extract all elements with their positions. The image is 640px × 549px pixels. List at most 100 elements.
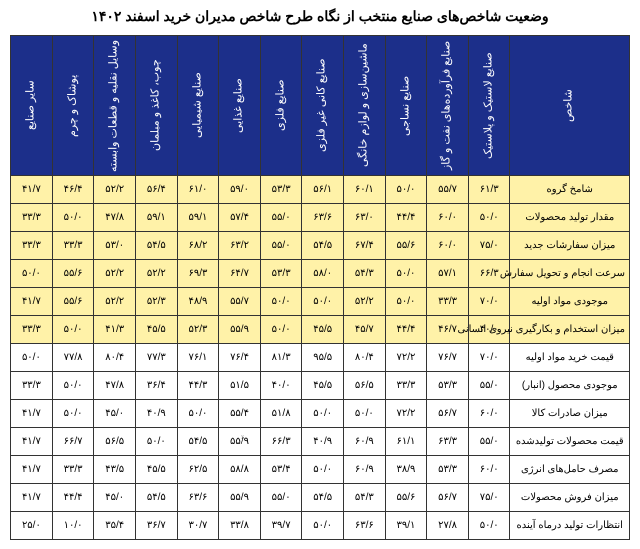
cell-value: ۵۲/۲ [94, 176, 136, 204]
table-body: شامخ گروه۶۱/۳۵۵/۷۵۰/۰۶۰/۱۵۶/۱۵۳/۳۵۹/۰۶۱/… [11, 176, 630, 540]
cell-value: ۶۳/۶ [177, 484, 219, 512]
cell-value: ۵۶/۵ [344, 372, 386, 400]
cell-value: ۵۲/۲ [344, 288, 386, 316]
col-header: صنایع فرآورده‌های نفت و گاز [427, 36, 469, 176]
cell-value: ۵۲/۲ [94, 288, 136, 316]
cell-value: ۴۶/۴ [52, 176, 94, 204]
col-header: صنایع لاستیک و پلاستیک [468, 36, 510, 176]
cell-value: ۶۰/۹ [344, 456, 386, 484]
cell-value: ۷۲/۲ [385, 400, 427, 428]
cell-value: ۵۵/۶ [385, 232, 427, 260]
cell-value: ۴۴/۴ [52, 484, 94, 512]
pmi-table: شاخصصنایع لاستیک و پلاستیکصنایع فرآورده‌… [10, 35, 630, 540]
row-label: مصرف حامل‌های انرژی [510, 456, 630, 484]
cell-value: ۵۹/۱ [136, 204, 178, 232]
row-label: شامخ گروه [510, 176, 630, 204]
cell-value: ۵۳/۳ [260, 176, 302, 204]
row-label: سرعت انجام و تحویل سفارش [510, 260, 630, 288]
col-header-label: سایر صنایع [11, 36, 52, 175]
cell-value: ۵۶/۵ [94, 428, 136, 456]
cell-value: ۴۱/۷ [11, 428, 53, 456]
cell-value: ۳۳/۳ [11, 204, 53, 232]
cell-value: ۴۵/۵ [136, 316, 178, 344]
cell-value: ۶۷/۴ [344, 232, 386, 260]
cell-value: ۶۰/۰ [468, 456, 510, 484]
cell-value: ۳۳/۸ [219, 512, 261, 540]
cell-value: ۵۰/۰ [52, 316, 94, 344]
table-row: میزان صادرات کالا۶۰/۰۵۶/۷۷۲/۲۵۰/۰۵۰/۰۵۱/… [11, 400, 630, 428]
cell-value: ۵۲/۲ [136, 260, 178, 288]
row-label: انتظارات تولید درماه آینده [510, 512, 630, 540]
cell-value: ۴۰/۹ [136, 400, 178, 428]
cell-value: ۴۷/۸ [94, 204, 136, 232]
cell-value: ۸۰/۴ [94, 344, 136, 372]
cell-value: ۵۰/۰ [302, 512, 344, 540]
col-header: صنایع غذایی [219, 36, 261, 176]
col-header: صنایع کانی غیر فلزی [302, 36, 344, 176]
cell-value: ۵۰/۰ [136, 428, 178, 456]
cell-value: ۴۴/۴ [385, 316, 427, 344]
cell-value: ۶۶/۳ [260, 428, 302, 456]
cell-value: ۷۰/۰ [468, 288, 510, 316]
cell-value: ۵۰/۰ [11, 344, 53, 372]
cell-value: ۵۴/۵ [136, 232, 178, 260]
col-header-label: صنایع فرآورده‌های نفت و گاز [427, 36, 468, 175]
cell-value: ۳۵/۴ [94, 512, 136, 540]
cell-value: ۵۴/۵ [136, 484, 178, 512]
cell-value: ۱۰/۰ [52, 512, 94, 540]
cell-value: ۵۵/۰ [260, 204, 302, 232]
cell-value: ۵۳/۳ [427, 456, 469, 484]
cell-value: ۶۹/۳ [177, 260, 219, 288]
col-header: صنایع فلزی [260, 36, 302, 176]
cell-value: ۴۵/۷ [344, 316, 386, 344]
cell-value: ۵۵/۶ [52, 288, 94, 316]
cell-value: ۵۵/۶ [52, 260, 94, 288]
cell-value: ۳۳/۳ [427, 288, 469, 316]
cell-value: ۵۱/۸ [260, 400, 302, 428]
cell-value: ۴۵/۰ [94, 484, 136, 512]
cell-value: ۶۳/۰ [344, 204, 386, 232]
cell-value: ۵۴/۵ [302, 484, 344, 512]
col-header-label: صنایع نساجی [386, 36, 427, 175]
cell-value: ۵۰/۰ [302, 456, 344, 484]
cell-value: ۴۱/۷ [11, 456, 53, 484]
cell-value: ۴۴/۴ [385, 204, 427, 232]
cell-value: ۴۷/۸ [94, 372, 136, 400]
cell-value: ۷۶/۱ [177, 344, 219, 372]
cell-value: ۴۱/۷ [11, 484, 53, 512]
cell-value: ۵۲/۳ [177, 316, 219, 344]
cell-value: ۵۴/۵ [177, 428, 219, 456]
cell-value: ۵۳/۰ [94, 232, 136, 260]
cell-value: ۴۵/۵ [302, 372, 344, 400]
cell-value: ۵۵/۹ [219, 316, 261, 344]
cell-value: ۵۵/۶ [385, 484, 427, 512]
cell-value: ۶۴/۷ [219, 260, 261, 288]
cell-value: ۳۳/۳ [11, 232, 53, 260]
cell-value: ۴۳/۵ [94, 456, 136, 484]
cell-value: ۵۹/۱ [177, 204, 219, 232]
cell-value: ۶۳/۲ [219, 232, 261, 260]
cell-value: ۲۷/۸ [427, 512, 469, 540]
table-row: قیمت خرید مواد اولیه۷۰/۰۷۶/۷۷۲/۲۸۰/۴۹۵/۵… [11, 344, 630, 372]
cell-value: ۴۱/۷ [11, 176, 53, 204]
cell-value: ۴۴/۳ [177, 372, 219, 400]
cell-value: ۵۶/۷ [427, 484, 469, 512]
cell-value: ۴۱/۷ [11, 288, 53, 316]
cell-value: ۵۷/۱ [427, 260, 469, 288]
cell-value: ۴۱/۷ [11, 400, 53, 428]
cell-value: ۳۸/۹ [385, 456, 427, 484]
col-header-label: چوب، کاغذ و مبلمان [136, 36, 177, 175]
cell-value: ۶۱/۰ [177, 176, 219, 204]
col-header: سایر صنایع [11, 36, 53, 176]
cell-value: ۵۴/۳ [344, 260, 386, 288]
col-header-label: صنایع غذایی [219, 36, 260, 175]
cell-value: ۴۵/۵ [302, 316, 344, 344]
page-title: وضعیت شاخص‌های صنایع منتخب از نگاه طرح ش… [10, 8, 630, 25]
col-header: وسایل نقلیه و قطعات وابسته [94, 36, 136, 176]
cell-value: ۳۰/۷ [177, 512, 219, 540]
cell-value: ۶۰/۱ [344, 176, 386, 204]
cell-value: ۵۰/۰ [302, 400, 344, 428]
cell-value: ۵۰/۰ [52, 204, 94, 232]
col-header: صنایع شیمیایی [177, 36, 219, 176]
table-row: قیمت محصولات تولیدشده۵۵/۰۶۳/۳۶۱/۱۶۰/۹۴۰/… [11, 428, 630, 456]
